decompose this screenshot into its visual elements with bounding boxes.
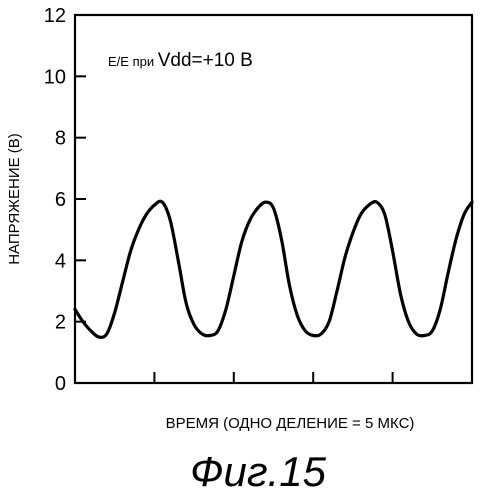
series-line-voltage	[75, 201, 472, 337]
y-tick-label: 2	[55, 312, 66, 334]
y-tick-label: 6	[55, 189, 66, 211]
annotation: Е/Е при Vdd=+10 В	[108, 50, 253, 71]
y-axis-label: НАПРЯЖЕНИЕ (В)	[6, 133, 23, 265]
y-tick-label: 12	[44, 5, 66, 27]
figure-label: Фиг.15	[190, 448, 326, 495]
y-axis-ticks: 0 2 4 6 8 10 12	[44, 5, 86, 395]
x-axis-ticks	[154, 372, 392, 383]
y-tick-label: 4	[55, 250, 66, 272]
annotation-main: Vdd=+10 В	[158, 50, 253, 71]
x-axis-label: ВРЕМЯ (ОДНО ДЕЛЕНИЕ = 5 МКС)	[166, 415, 415, 432]
y-tick-label: 0	[55, 373, 66, 395]
annotation-prefix: Е/Е при	[108, 54, 158, 69]
y-tick-label: 10	[44, 66, 66, 88]
y-tick-label: 8	[55, 128, 66, 150]
